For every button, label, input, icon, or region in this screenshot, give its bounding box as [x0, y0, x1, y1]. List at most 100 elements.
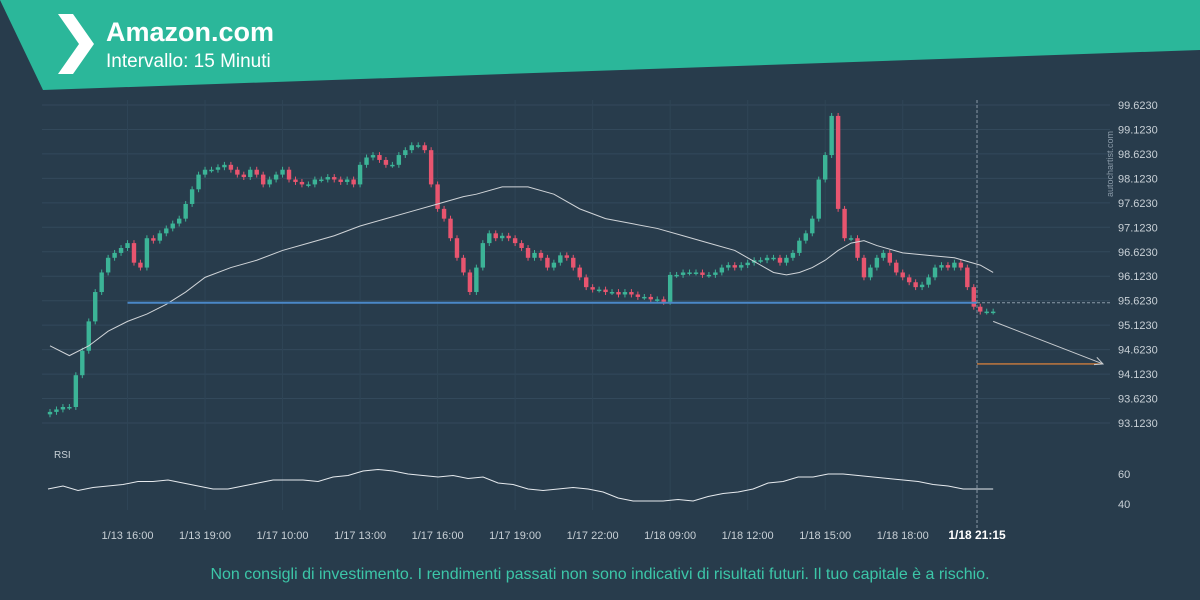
candle [215, 167, 221, 170]
y-tick-label: 98.6230 [1118, 149, 1158, 161]
candle [590, 287, 595, 290]
candle [319, 179, 324, 182]
candle [726, 265, 731, 268]
candle [99, 272, 104, 293]
candle [235, 169, 240, 175]
candle [118, 248, 124, 253]
candle [299, 181, 305, 185]
candle [293, 179, 298, 182]
candle [971, 287, 976, 307]
candle [383, 159, 389, 165]
candle [855, 238, 860, 258]
candle [105, 257, 111, 273]
candle [777, 257, 783, 263]
candle [913, 282, 918, 288]
candle [332, 177, 337, 180]
candle [338, 179, 343, 182]
autochartist-logo-icon [58, 14, 94, 74]
candle [448, 218, 453, 239]
candle [732, 265, 737, 268]
candle [151, 238, 156, 241]
candle [170, 223, 175, 229]
interval-label: Intervallo: 15 Minuti [106, 51, 271, 72]
candle [280, 169, 285, 175]
candle [248, 169, 253, 178]
candle [422, 145, 427, 151]
candle [558, 255, 563, 263]
x-tick-label: 1/17 16:00 [412, 530, 464, 542]
x-tick-label: 1/17 22:00 [567, 530, 619, 542]
candle [364, 157, 369, 165]
y-tick-label: 97.6230 [1118, 198, 1158, 210]
candle [164, 228, 169, 234]
candle [564, 255, 569, 258]
candle [325, 177, 330, 180]
candle [713, 272, 718, 275]
forecast-arrow [992, 320, 1104, 365]
candle [416, 145, 421, 147]
x-tick-label: 1/18 12:00 [722, 530, 774, 542]
x-tick-label: 1/17 10:00 [257, 530, 309, 542]
candle [965, 267, 970, 288]
candle [868, 267, 873, 278]
candle [189, 189, 195, 204]
candle [112, 252, 117, 258]
candle [474, 267, 479, 293]
y-tick-label: 93.6230 [1118, 394, 1158, 406]
candle [93, 292, 98, 322]
rsi-tick-label: 60 [1118, 469, 1130, 481]
candle [461, 257, 466, 273]
y-tick-label: 99.1230 [1118, 124, 1158, 136]
candle [125, 243, 130, 249]
candle [635, 294, 641, 297]
y-tick-label: 93.1230 [1118, 418, 1158, 430]
candle [202, 169, 208, 175]
header-banner [0, 0, 1200, 90]
candle [739, 265, 744, 268]
candle [771, 257, 776, 260]
candle [512, 238, 518, 244]
candle [629, 292, 634, 295]
y-tick-label: 95.1230 [1118, 320, 1158, 332]
candle [577, 267, 582, 278]
candle [177, 218, 182, 224]
candle [435, 184, 440, 209]
candle [551, 262, 557, 268]
forecast-arrow-head [1093, 357, 1105, 366]
candle [881, 252, 886, 258]
candle [680, 272, 686, 275]
candle [797, 240, 802, 253]
candle [144, 238, 150, 268]
candle [900, 272, 905, 278]
candle [926, 277, 931, 285]
rsi-line [47, 468, 994, 502]
x-tick-label: 1/18 09:00 [644, 530, 696, 542]
candle [241, 174, 246, 178]
y-tick-label: 97.1230 [1118, 222, 1158, 234]
current-time-label: 1/18 21:15 [948, 528, 1006, 542]
candle [267, 179, 272, 185]
candle [545, 257, 550, 268]
candle [661, 299, 666, 302]
candle [861, 257, 867, 278]
candle [616, 292, 621, 295]
candle [706, 274, 712, 277]
candle [583, 277, 589, 288]
candle [648, 296, 653, 300]
candle [86, 321, 91, 351]
y-tick-label: 99.6230 [1118, 100, 1158, 112]
candle [945, 265, 951, 268]
candle [978, 306, 983, 312]
candle [810, 218, 815, 234]
candle [538, 252, 544, 258]
x-tick-label: 1/18 18:00 [877, 530, 929, 542]
candle [196, 174, 201, 190]
candle [842, 208, 847, 239]
moving-average-line [49, 186, 994, 357]
candle [571, 257, 576, 268]
candle [480, 243, 486, 268]
candle [874, 257, 880, 268]
candle [603, 289, 608, 293]
candle [939, 265, 944, 268]
